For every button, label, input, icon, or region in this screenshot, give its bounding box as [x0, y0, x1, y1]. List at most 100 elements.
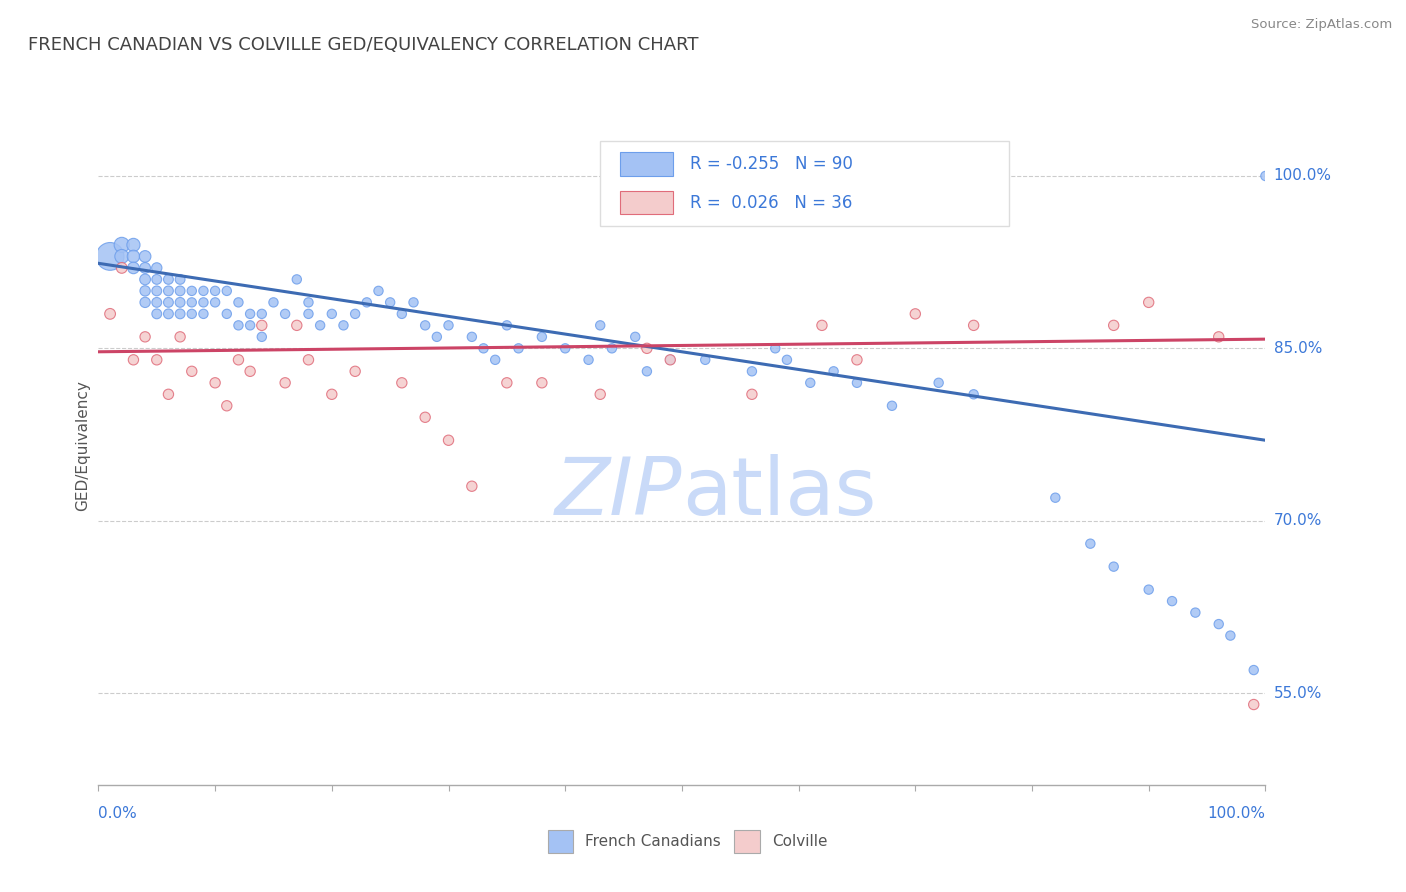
- Point: [741, 364, 763, 378]
- Text: French Canadians: French Canadians: [585, 834, 721, 849]
- Point: [297, 295, 319, 310]
- Point: [811, 318, 834, 333]
- Point: [1243, 698, 1265, 712]
- Point: [169, 272, 191, 286]
- Y-axis label: GED/Equivalency: GED/Equivalency: [75, 381, 90, 511]
- Point: [659, 352, 682, 367]
- Point: [122, 249, 145, 263]
- Point: [250, 318, 273, 333]
- Point: [146, 284, 169, 298]
- Point: [250, 307, 273, 321]
- Point: [496, 318, 519, 333]
- Point: [157, 272, 180, 286]
- Text: R =  0.026   N = 36: R = 0.026 N = 36: [690, 194, 852, 211]
- Point: [180, 284, 202, 298]
- Point: [157, 295, 180, 310]
- Text: 100.0%: 100.0%: [1274, 169, 1331, 184]
- Point: [134, 260, 156, 275]
- Point: [659, 352, 682, 367]
- Text: 85.0%: 85.0%: [1274, 341, 1322, 356]
- Point: [228, 295, 250, 310]
- Point: [1137, 295, 1160, 310]
- Point: [193, 295, 215, 310]
- Point: [413, 410, 436, 425]
- Point: [122, 238, 145, 252]
- Point: [239, 307, 262, 321]
- Point: [461, 330, 484, 344]
- Point: [134, 295, 156, 310]
- Point: [600, 342, 623, 356]
- Point: [321, 307, 343, 321]
- Point: [169, 295, 191, 310]
- Point: [215, 284, 238, 298]
- Text: FRENCH CANADIAN VS COLVILLE GED/EQUIVALENCY CORRELATION CHART: FRENCH CANADIAN VS COLVILLE GED/EQUIVALE…: [28, 36, 699, 54]
- Point: [180, 307, 202, 321]
- Point: [134, 330, 156, 344]
- Point: [146, 295, 169, 310]
- Point: [962, 318, 984, 333]
- Point: [122, 260, 145, 275]
- Text: R = -0.255   N = 90: R = -0.255 N = 90: [690, 155, 853, 173]
- Point: [146, 307, 169, 321]
- Point: [880, 399, 903, 413]
- Point: [169, 284, 191, 298]
- Point: [180, 364, 202, 378]
- Point: [1045, 491, 1067, 505]
- Point: [285, 318, 308, 333]
- Point: [904, 307, 927, 321]
- Bar: [620, 191, 672, 214]
- Point: [1208, 617, 1230, 632]
- Point: [285, 272, 308, 286]
- Point: [169, 307, 191, 321]
- Point: [193, 284, 215, 298]
- Point: [180, 295, 202, 310]
- Point: [262, 295, 284, 310]
- Point: [204, 295, 226, 310]
- Point: [391, 307, 413, 321]
- FancyBboxPatch shape: [600, 141, 1008, 226]
- Point: [274, 307, 297, 321]
- Point: [636, 342, 658, 356]
- Point: [297, 352, 319, 367]
- Point: [1080, 536, 1102, 550]
- Point: [169, 330, 191, 344]
- Point: [799, 376, 821, 390]
- Point: [391, 376, 413, 390]
- Point: [1161, 594, 1184, 608]
- Point: [309, 318, 332, 333]
- Point: [146, 352, 169, 367]
- Point: [98, 249, 121, 263]
- Point: [437, 434, 460, 448]
- Point: [157, 387, 180, 401]
- Bar: [548, 830, 574, 854]
- Point: [228, 318, 250, 333]
- Point: [215, 399, 238, 413]
- Point: [344, 364, 367, 378]
- Point: [146, 260, 169, 275]
- Point: [356, 295, 378, 310]
- Point: [589, 387, 612, 401]
- Text: 70.0%: 70.0%: [1274, 513, 1322, 528]
- Text: Colville: Colville: [772, 834, 827, 849]
- Bar: [734, 830, 761, 854]
- Point: [776, 352, 799, 367]
- Point: [250, 330, 273, 344]
- Point: [928, 376, 950, 390]
- Point: [461, 479, 484, 493]
- Point: [274, 376, 297, 390]
- Point: [589, 318, 612, 333]
- Point: [380, 295, 402, 310]
- Point: [134, 284, 156, 298]
- Point: [1102, 318, 1125, 333]
- Point: [962, 387, 984, 401]
- Point: [344, 307, 367, 321]
- Point: [508, 342, 530, 356]
- Bar: [620, 153, 672, 176]
- Point: [157, 307, 180, 321]
- Text: 0.0%: 0.0%: [98, 805, 138, 821]
- Point: [472, 342, 495, 356]
- Point: [239, 364, 262, 378]
- Point: [157, 284, 180, 298]
- Point: [636, 364, 658, 378]
- Point: [146, 272, 169, 286]
